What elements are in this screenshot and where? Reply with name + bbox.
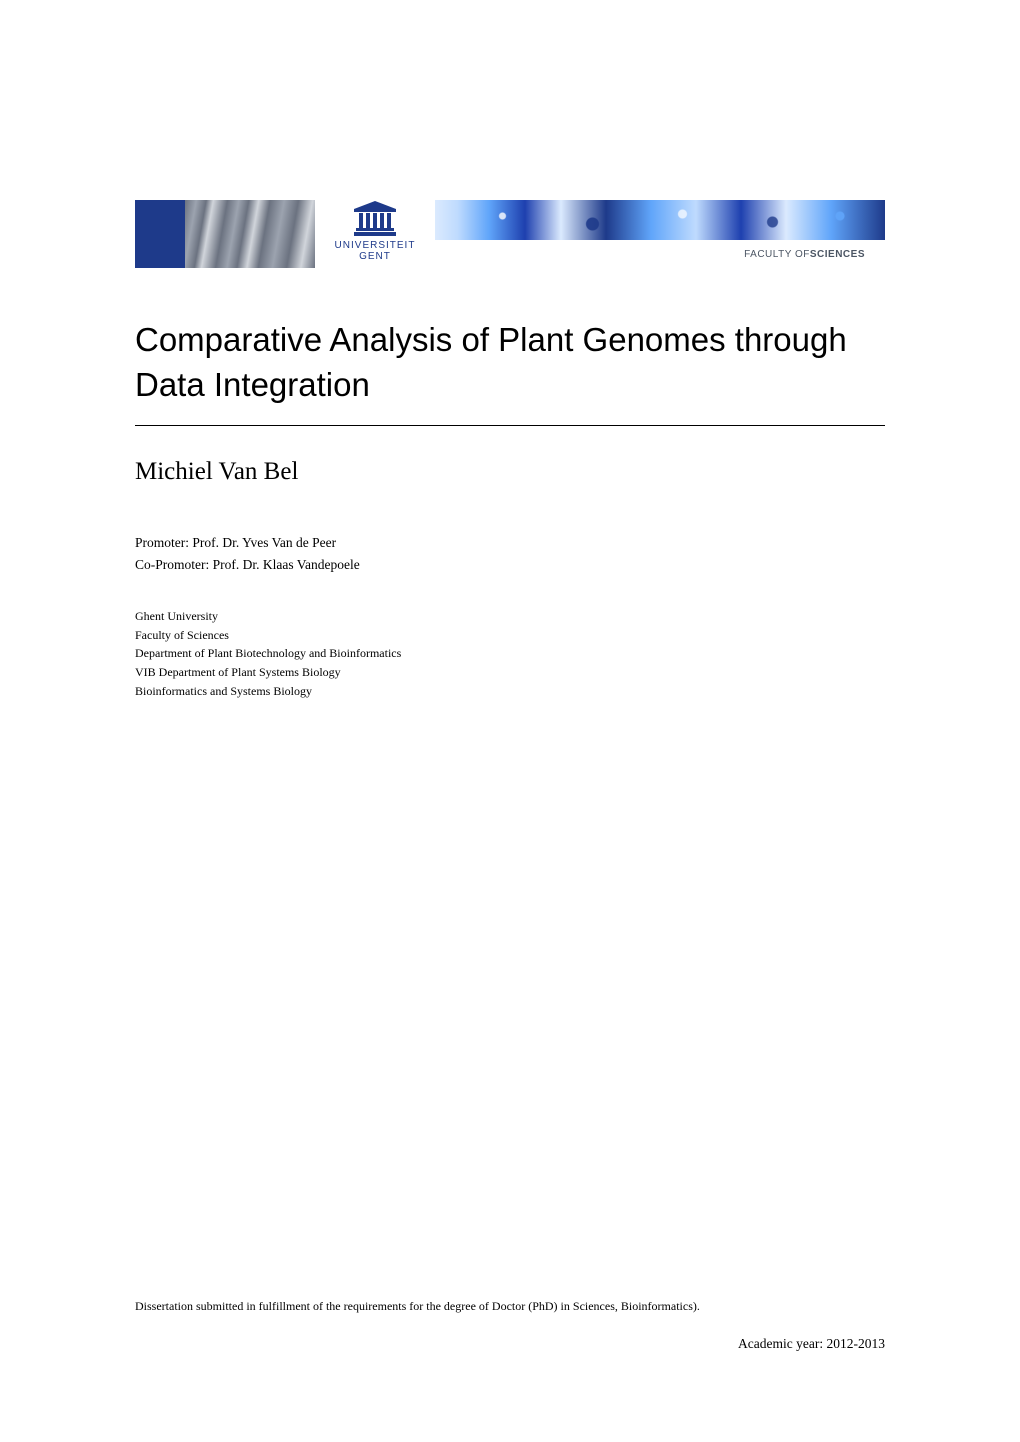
temple-icon: [350, 200, 400, 238]
banner-left-strip: [135, 200, 315, 268]
texture-block: [185, 200, 315, 268]
university-logo: UNIVERSITEIT GENT: [315, 200, 435, 268]
dissertation-note: Dissertation submitted in fulfillment of…: [135, 1299, 885, 1314]
blue-accent-block: [135, 200, 185, 268]
faculty-label: FACULTY OF SCIENCES: [435, 240, 885, 268]
affiliation-line: Department of Plant Biotechnology and Bi…: [135, 644, 885, 663]
dissertation-title: Comparative Analysis of Plant Genomes th…: [135, 318, 885, 407]
promoter-line: Promoter: Prof. Dr. Yves Van de Peer: [135, 532, 885, 554]
university-name-line2: GENT: [359, 251, 391, 262]
author-name: Michiel Van Bel: [135, 458, 885, 486]
promoter-block: Promoter: Prof. Dr. Yves Van de Peer Co-…: [135, 532, 885, 575]
affiliation-block: Ghent University Faculty of Sciences Dep…: [135, 607, 885, 700]
logo-banner: UNIVERSITEIT GENT FACULTY OF SCIENCES: [135, 200, 885, 268]
affiliation-line: Ghent University: [135, 607, 885, 626]
page-footer: Dissertation submitted in fulfillment of…: [135, 1299, 885, 1352]
title-page: UNIVERSITEIT GENT FACULTY OF SCIENCES Co…: [0, 0, 1020, 1442]
faculty-prefix: FACULTY OF: [744, 249, 810, 260]
affiliation-line: VIB Department of Plant Systems Biology: [135, 663, 885, 682]
affiliation-line: Faculty of Sciences: [135, 626, 885, 645]
affiliation-line: Bioinformatics and Systems Biology: [135, 682, 885, 701]
title-underline: [135, 425, 885, 426]
faculty-bold: SCIENCES: [810, 249, 865, 260]
co-promoter-line: Co-Promoter: Prof. Dr. Klaas Vandepoele: [135, 554, 885, 576]
molecule-graphic: [435, 200, 885, 240]
university-name-line1: UNIVERSITEIT: [335, 240, 416, 251]
academic-year: Academic year: 2012-2013: [135, 1336, 885, 1352]
banner-right: FACULTY OF SCIENCES: [435, 200, 885, 268]
